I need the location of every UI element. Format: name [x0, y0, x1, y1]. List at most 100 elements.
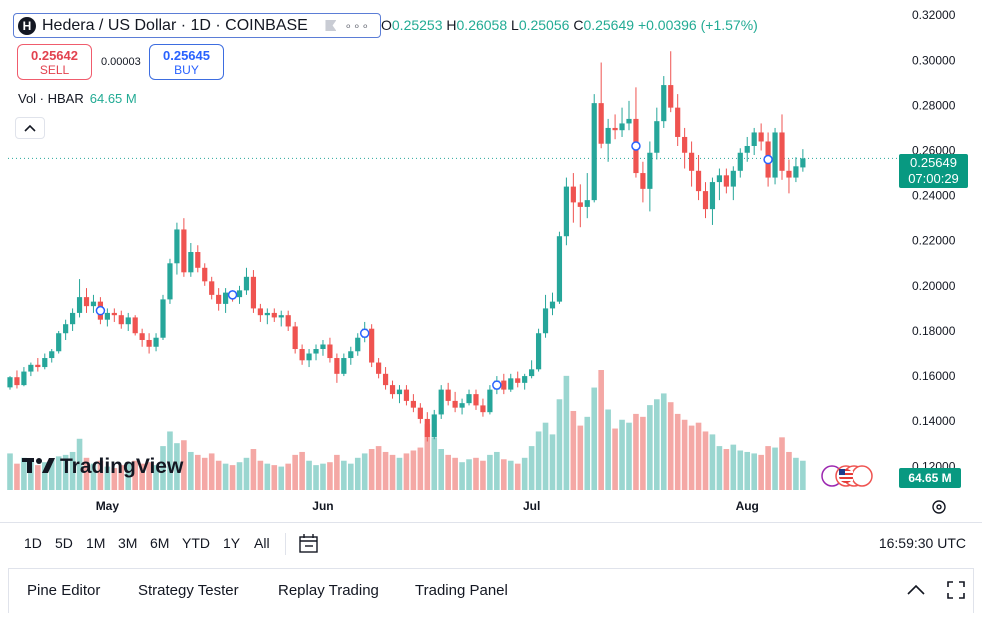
candle-body[interactable]	[104, 312, 110, 320]
event-marker-icon[interactable]	[359, 328, 370, 338]
candle-body[interactable]	[619, 123, 625, 131]
candle-body[interactable]	[132, 317, 138, 334]
candle-body[interactable]	[111, 312, 117, 316]
event-marker-icon[interactable]	[95, 305, 106, 316]
candle-body[interactable]	[459, 403, 465, 408]
candle-body[interactable]	[410, 400, 416, 408]
candle-body[interactable]	[42, 358, 48, 368]
tab-trading-panel[interactable]: Trading Panel	[415, 582, 508, 599]
candle-body[interactable]	[348, 351, 354, 359]
tab-replay-trading[interactable]: Replay Trading	[278, 582, 379, 599]
candle-body[interactable]	[306, 353, 312, 361]
candle-body[interactable]	[369, 328, 375, 363]
candle-body[interactable]	[424, 418, 430, 437]
event-marker-icon[interactable]	[227, 290, 238, 300]
candle-body[interactable]	[334, 358, 340, 374]
candle-body[interactable]	[793, 166, 799, 178]
symbol-title-box[interactable]: H Hedera / US Dollar · 1D · COINBASE ∘∘∘	[13, 13, 381, 38]
candle-body[interactable]	[751, 132, 757, 146]
candle-body[interactable]	[501, 380, 507, 390]
range-1d-button[interactable]: 1D	[24, 535, 42, 551]
candle-body[interactable]	[209, 281, 215, 295]
candle-body[interactable]	[570, 186, 576, 203]
candle-body[interactable]	[14, 377, 20, 386]
event-marker-icon[interactable]	[631, 141, 641, 151]
range-all-button[interactable]: All	[254, 535, 270, 551]
events-badges[interactable]	[820, 463, 880, 489]
candle-body[interactable]	[320, 344, 326, 350]
candle-body[interactable]	[744, 145, 750, 153]
candle-body[interactable]	[431, 414, 437, 437]
range-5d-button[interactable]: 5D	[55, 535, 73, 551]
candle-body[interactable]	[542, 308, 549, 334]
maximize-panel-icon[interactable]	[945, 579, 967, 601]
range-ytd-button[interactable]: YTD	[182, 535, 210, 551]
candle-body[interactable]	[417, 407, 423, 419]
candle-body[interactable]	[605, 127, 611, 144]
candle-body[interactable]	[76, 297, 83, 313]
candle-body[interactable]	[522, 376, 528, 383]
candle-body[interactable]	[487, 389, 493, 413]
candle-body[interactable]	[376, 362, 382, 374]
candle-body[interactable]	[160, 299, 166, 338]
candle-body[interactable]	[772, 132, 778, 178]
candle-body[interactable]	[723, 175, 729, 187]
candle-body[interactable]	[396, 389, 403, 395]
event-marker-icon[interactable]	[763, 154, 773, 165]
candle-body[interactable]	[243, 276, 250, 291]
range-1y-button[interactable]: 1Y	[223, 535, 241, 551]
candle-body[interactable]	[800, 158, 806, 168]
candle-body[interactable]	[598, 103, 604, 144]
candle-body[interactable]	[515, 378, 521, 383]
candle-body[interactable]	[584, 200, 590, 207]
candle-body[interactable]	[452, 400, 458, 408]
candle-body[interactable]	[292, 326, 298, 350]
range-6m-button[interactable]: 6M	[150, 535, 170, 551]
candle-body[interactable]	[702, 191, 709, 210]
candle-body[interactable]	[640, 173, 646, 189]
candle-body[interactable]	[661, 85, 667, 122]
collapse-legend-button[interactable]	[15, 117, 45, 139]
candle-body[interactable]	[779, 132, 785, 171]
candle-body[interactable]	[668, 85, 674, 108]
tab-strategy-tester[interactable]: Strategy Tester	[138, 582, 239, 599]
candle-body[interactable]	[556, 236, 563, 302]
candle-body[interactable]	[577, 202, 583, 207]
candle-body[interactable]	[7, 377, 13, 388]
candle-body[interactable]	[654, 121, 660, 153]
candle-body[interactable]	[549, 301, 556, 309]
candle-body[interactable]	[174, 229, 180, 264]
candle-body[interactable]	[529, 369, 535, 377]
candle-body[interactable]	[202, 267, 208, 282]
candle-body[interactable]	[181, 229, 187, 273]
candle-body[interactable]	[341, 358, 347, 374]
candle-body[interactable]	[626, 118, 632, 124]
candle-body[interactable]	[90, 301, 97, 307]
candle-body[interactable]	[327, 344, 333, 359]
candle-body[interactable]	[612, 127, 618, 131]
candle-body[interactable]	[480, 405, 486, 413]
candle-body[interactable]	[250, 276, 257, 309]
candle-body[interactable]	[188, 252, 194, 273]
candle-body[interactable]	[28, 364, 34, 372]
candle-body[interactable]	[389, 385, 396, 395]
candle-body[interactable]	[682, 136, 688, 153]
candle-body[interactable]	[299, 349, 305, 361]
flag-icon[interactable]	[325, 20, 337, 31]
chevron-up-icon[interactable]	[905, 579, 927, 601]
candle-body[interactable]	[83, 297, 90, 307]
candle-body[interactable]	[695, 170, 702, 192]
buy-button[interactable]: 0.25645 BUY	[149, 44, 224, 80]
candle-body[interactable]	[730, 170, 736, 187]
candle-body[interactable]	[264, 312, 270, 316]
candle-body[interactable]	[56, 333, 62, 352]
candle-body[interactable]	[382, 373, 389, 386]
candle-body[interactable]	[355, 337, 361, 352]
candle-body[interactable]	[236, 290, 243, 298]
candle-body[interactable]	[466, 394, 472, 404]
candle-body[interactable]	[737, 152, 743, 171]
candle-body[interactable]	[473, 394, 479, 406]
candle-body[interactable]	[257, 308, 263, 316]
tab-pine-editor[interactable]: Pine Editor	[27, 582, 101, 599]
